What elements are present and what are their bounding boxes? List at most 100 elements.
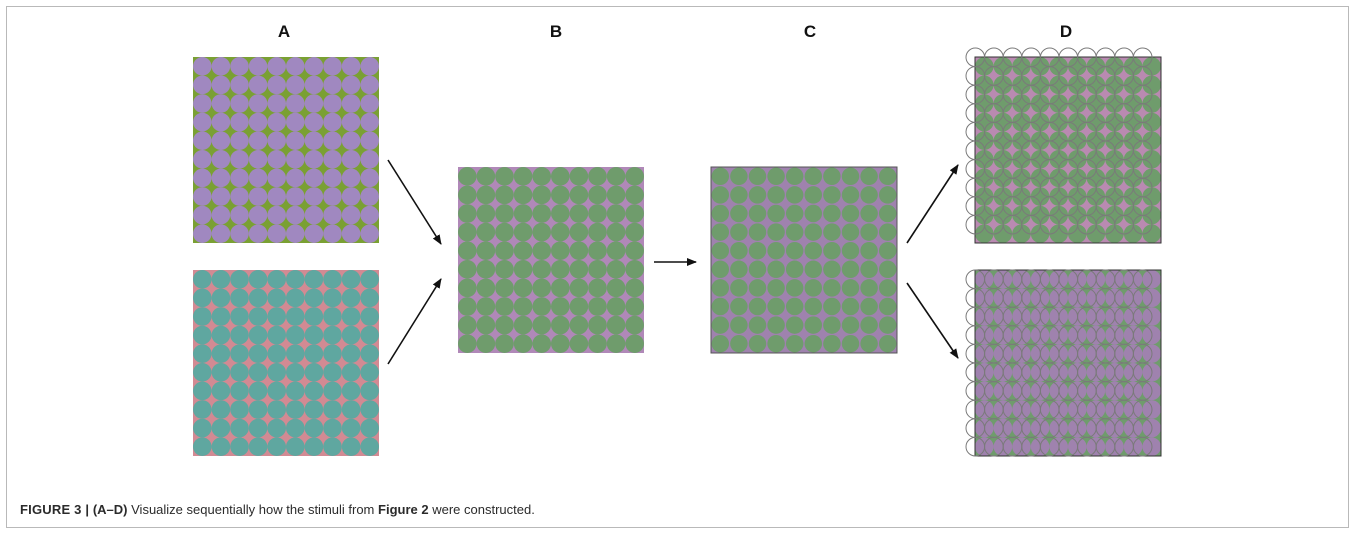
tile-circle bbox=[606, 334, 626, 353]
tile-circle bbox=[360, 57, 379, 76]
tile-circle bbox=[476, 204, 496, 223]
tile-circle bbox=[606, 185, 626, 205]
tile-circle bbox=[360, 150, 379, 169]
tile-circle bbox=[211, 437, 231, 456]
tile-circle bbox=[513, 185, 533, 205]
tile-circle bbox=[878, 186, 897, 204]
tile-circle bbox=[513, 167, 533, 186]
tile-circle bbox=[860, 186, 878, 204]
tile-circle bbox=[588, 315, 607, 335]
tile-circle bbox=[341, 112, 361, 132]
tile-circle bbox=[767, 279, 785, 297]
tile-circle bbox=[513, 315, 533, 335]
tile-circle bbox=[1030, 187, 1050, 206]
tile-circle bbox=[286, 325, 305, 345]
tile-circle bbox=[606, 204, 626, 223]
tile-circle bbox=[211, 307, 231, 326]
tile-circle bbox=[513, 297, 533, 316]
tile-circle bbox=[1012, 75, 1031, 95]
tile-circle bbox=[193, 131, 212, 150]
tile-circle bbox=[1123, 187, 1143, 206]
tile-circle bbox=[193, 57, 212, 76]
tile-circle bbox=[1086, 75, 1106, 95]
tile-circle bbox=[230, 400, 249, 419]
tile-circle bbox=[993, 150, 1013, 169]
tile-circle bbox=[532, 297, 551, 316]
tile-circle bbox=[323, 288, 342, 308]
tile-circle bbox=[1030, 150, 1050, 169]
tile-circle bbox=[360, 418, 379, 438]
tile-circle bbox=[1086, 112, 1106, 132]
tile-circle bbox=[767, 260, 785, 279]
tile-circle bbox=[304, 112, 324, 132]
panel-a-purple-green-stimulus bbox=[193, 57, 379, 243]
tile-circle bbox=[323, 224, 342, 243]
tile-circle bbox=[267, 325, 287, 345]
tile-circle bbox=[785, 204, 804, 223]
tile-circle bbox=[193, 205, 212, 225]
tile-circle bbox=[304, 325, 324, 345]
tile-circle bbox=[341, 270, 361, 289]
tile-circle bbox=[804, 334, 823, 353]
tile-circle bbox=[211, 131, 231, 150]
tile-circle bbox=[267, 57, 287, 76]
tile-circle bbox=[230, 112, 249, 132]
tile-circle bbox=[860, 279, 878, 297]
tile-circle bbox=[341, 437, 361, 456]
tile-circle bbox=[878, 204, 897, 223]
tile-circle bbox=[588, 167, 607, 186]
tile-circle bbox=[286, 57, 305, 76]
tile-circle bbox=[785, 241, 804, 260]
tile-circle bbox=[1049, 131, 1068, 150]
tile-circle bbox=[267, 131, 287, 150]
tile-circle bbox=[230, 94, 249, 113]
tile-circle bbox=[1123, 94, 1143, 113]
tile-circle bbox=[323, 150, 342, 169]
tile-circle bbox=[860, 334, 878, 353]
tile-circle bbox=[286, 205, 305, 225]
tile-circle bbox=[1012, 150, 1031, 169]
tile-circle bbox=[341, 131, 361, 150]
tile-circle bbox=[286, 168, 305, 188]
tile-circle bbox=[1142, 168, 1161, 188]
tile-circle bbox=[360, 288, 379, 308]
tile-circle bbox=[230, 224, 249, 243]
tile-circle bbox=[286, 363, 305, 382]
tile-circle bbox=[211, 288, 231, 308]
tile-circle bbox=[341, 205, 361, 225]
tile-circle bbox=[495, 167, 514, 186]
tile-circle bbox=[286, 150, 305, 169]
tile-circle bbox=[323, 418, 342, 438]
tile-circle bbox=[304, 418, 324, 438]
tile-circle bbox=[993, 57, 1013, 76]
tile-circle bbox=[476, 241, 496, 260]
tile-circle bbox=[1123, 205, 1143, 225]
tile-circle bbox=[211, 400, 231, 419]
tile-circle bbox=[804, 167, 823, 186]
tile-circle bbox=[785, 186, 804, 204]
tile-circle bbox=[248, 288, 268, 308]
tile-circle bbox=[495, 297, 514, 316]
tile-circle bbox=[785, 316, 804, 334]
tile-circle bbox=[323, 168, 342, 188]
tile-circle bbox=[1012, 205, 1031, 225]
tile-circle bbox=[341, 94, 361, 113]
tile-circle bbox=[569, 241, 589, 260]
tile-circle bbox=[1123, 75, 1143, 95]
tile-circle bbox=[1030, 168, 1050, 188]
tile-circle bbox=[860, 297, 878, 316]
tile-circle bbox=[1068, 131, 1087, 150]
tile-circle bbox=[569, 334, 589, 353]
tile-circle bbox=[993, 187, 1013, 206]
tile-circle bbox=[804, 279, 823, 297]
tile-circle bbox=[748, 279, 767, 297]
tile-circle bbox=[304, 400, 324, 419]
tile-circle bbox=[748, 241, 767, 260]
tile-circle bbox=[1068, 94, 1087, 113]
tile-circle bbox=[551, 204, 570, 223]
tile-circle bbox=[841, 334, 860, 353]
tile-circle bbox=[341, 187, 361, 206]
tile-circle bbox=[1012, 112, 1031, 132]
tile-circle bbox=[730, 334, 748, 353]
tile-circle bbox=[495, 185, 514, 205]
